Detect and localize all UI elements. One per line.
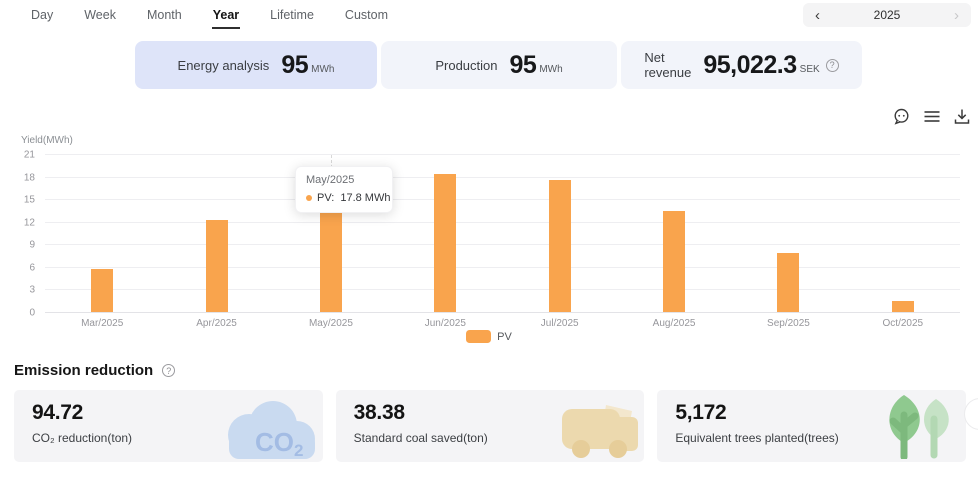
card-value: 5,172 [675,401,727,424]
gridline [45,289,960,291]
card-value: 38.38 [353,401,405,424]
gridline [45,176,960,178]
card-value: 94.72 [32,401,84,424]
card-label: Standard coal saved(ton) [353,431,488,445]
chat-bubble-icon[interactable] [892,107,911,126]
gridline [45,154,960,155]
stat-label: Net revenue [644,50,692,80]
floating-widget-partial[interactable] [964,398,978,430]
bar-aug-2025[interactable] [663,211,686,312]
y-tick-label: 3 [29,284,35,296]
y-axis: 0 3 6 9 12 15 18 21 [0,150,40,319]
gridline [45,312,960,313]
prev-year-button[interactable]: ‹ [815,6,820,24]
x-axis: Mar/2025 Apr/2025 May/2025 Jun/2025 Jul/2025… [45,313,960,329]
y-tick-label: 15 [23,194,35,206]
tab-lifetime[interactable]: Lifetime [270,8,314,22]
tooltip-value: 17.8 MWh [340,192,391,204]
chart-legend-pv[interactable]: PV [0,330,978,343]
revenue-help-icon[interactable]: ? [825,58,839,72]
download-icon[interactable] [953,107,971,126]
chart-plot: May/2025 PV: 17.8 MWh [45,154,960,313]
coal-truck-icon [548,397,640,462]
stat-unit: SEK [799,64,820,75]
pv-series-dot-icon [306,195,312,201]
tab-custom[interactable]: Custom [344,8,388,22]
tab-year[interactable]: Year [211,0,241,29]
stat-net-revenue[interactable]: Net revenue 95,022.3 SEK ? [621,41,862,89]
bar-apr-2025[interactable] [205,220,228,312]
year-value: 2025 [873,8,901,22]
emission-section-header: Emission reduction ? [14,362,176,379]
legend-swatch-icon [466,330,492,343]
y-tick-label: 12 [23,217,35,229]
y-tick-label: 21 [23,149,35,161]
chart-toolbar [892,107,971,126]
tooltip-series-label: PV: [317,192,335,204]
menu-icon[interactable] [923,107,941,126]
emission-cards: 94.72 CO₂ reduction(ton) CO2 38.38 Stand… [14,390,967,462]
x-tick-label: Mar/2025 [81,318,124,329]
x-tick-label: Aug/2025 [652,318,696,329]
y-tick-label: 0 [29,307,35,319]
x-tick-label: Oct/2025 [882,318,924,329]
period-tabs: Day Week Month Year Lifetime Custom [30,0,389,29]
co2-reduction-card: 94.72 CO₂ reduction(ton) CO2 [14,390,323,462]
bar-mar-2025[interactable] [91,269,114,312]
stat-value: 95 [281,50,309,79]
bar-jun-2025[interactable] [434,173,457,312]
x-tick-label: May/2025 [308,318,353,329]
trees-icon [874,393,962,462]
stats-bar: Energy analysis 95 MWh Production 95 MWh… [135,41,862,89]
y-tick-label: 18 [23,172,35,184]
stat-value: 95 [509,50,537,79]
x-tick-label: Apr/2025 [196,318,237,329]
coal-saved-card: 38.38 Standard coal saved(ton) [335,390,645,462]
x-tick-label: Sep/2025 [767,318,810,329]
bar-oct-2025[interactable] [891,300,914,312]
stat-label: Energy analysis [177,57,270,73]
bar-jul-2025[interactable] [548,179,571,312]
gridline [45,199,960,201]
y-tick-label: 6 [29,262,35,274]
gridline [45,221,960,223]
chart-tooltip: May/2025 PV: 17.8 MWh [295,166,393,213]
tooltip-title: May/2025 [306,174,355,186]
tab-week[interactable]: Week [84,8,116,22]
emission-help-icon[interactable]: ? [162,364,176,377]
emission-title: Emission reduction [14,362,154,379]
y-tick-label: 9 [29,239,35,251]
stat-value: 95,022.3 [703,50,797,79]
stat-unit: MWh [311,64,335,75]
yield-chart: Yield(MWh) 0 3 6 9 12 15 18 21 May/2025 PV: 17.… [0,133,978,351]
next-year-button[interactable]: › [953,6,959,24]
bar-sep-2025[interactable] [777,253,800,312]
gridline [45,244,960,246]
legend-label: PV [497,330,512,343]
x-tick-label: Jun/2025 [424,318,466,329]
stat-label: Production [435,57,498,73]
x-tick-label: Jul/2025 [540,318,579,329]
stat-energy-analysis[interactable]: Energy analysis 95 MWh [135,41,377,89]
stat-unit: MWh [539,64,563,75]
trees-planted-card: 5,172 Equivalent trees planted(trees) [657,390,967,462]
year-selector: ‹ 2025 › [803,3,971,27]
y-axis-title: Yield(MWh) [21,135,73,146]
co2-cloud-icon: CO2 [215,397,319,462]
stat-production[interactable]: Production 95 MWh [381,41,617,89]
card-label: Equivalent trees planted(trees) [675,431,839,445]
gridline [45,266,960,268]
tab-day[interactable]: Day [31,8,54,22]
tab-month[interactable]: Month [146,8,182,22]
card-label: CO₂ reduction(ton) [32,431,133,445]
